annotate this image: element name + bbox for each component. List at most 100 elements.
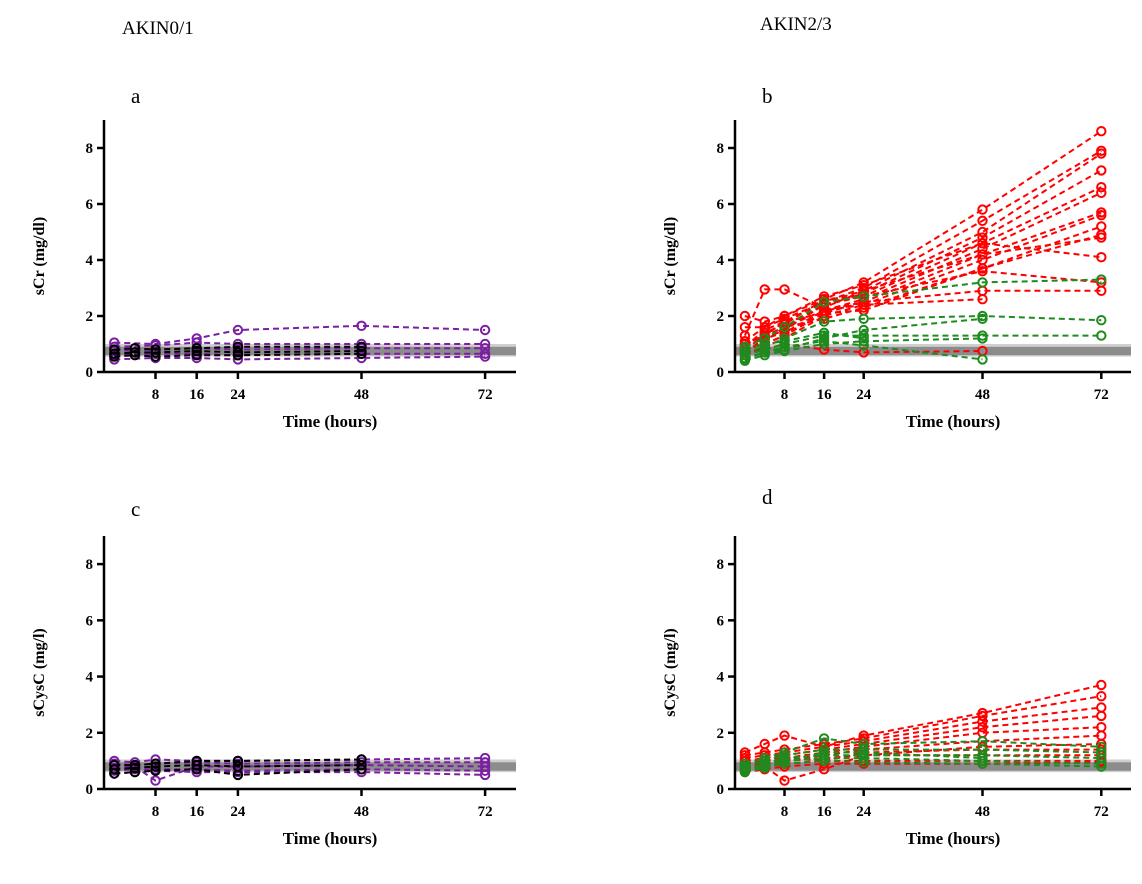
x-tick-label: 48 [975,387,990,403]
data-point [1096,210,1107,221]
y-tick-label: 2 [86,309,94,325]
data-point [977,249,988,260]
series-line-1 [114,324,486,346]
data-point [739,310,751,322]
panel-label-b: b [762,84,773,108]
series-line-17 [744,751,983,769]
data-point [977,266,988,277]
data-point [479,351,491,362]
data-point [356,320,367,331]
y-tick-label: 0 [86,782,94,798]
y-tick-label: 8 [86,141,94,157]
y-tick-label: 4 [86,670,94,686]
x-tick-label: 8 [781,387,789,403]
data-point [858,347,869,358]
data-point [1096,252,1107,263]
x-tick-label: 24 [230,387,246,403]
data-point [1096,747,1107,758]
series-line-7 [114,764,362,771]
series-line-8 [744,214,1102,357]
data-point [356,348,367,359]
series-line-18 [744,314,1102,354]
x-tick-label: 16 [817,387,833,403]
data-point [232,324,244,336]
y-tick-label: 6 [86,197,94,213]
data-point [858,752,869,764]
x-tick-label: 48 [354,804,369,820]
x-tick-label: 8 [152,804,160,820]
series-line-7 [744,743,1102,782]
column-title-right: AKIN2/3 [760,14,832,35]
data-point [779,730,790,741]
x-tick-label: 16 [817,804,833,820]
data-point [129,766,141,778]
y-tick-label: 8 [717,141,725,157]
data-point [858,340,869,351]
data-point [1096,232,1107,243]
data-point [191,350,202,361]
data-point [977,758,988,769]
x-tick-label: 48 [975,804,990,820]
series-line-5 [744,186,1102,348]
data-point [818,733,830,744]
data-point [977,226,988,238]
panel-label-c: c [131,497,141,521]
reference-band-inner [735,346,1131,356]
y-tick-label: 2 [717,309,725,325]
data-point [479,769,491,781]
y-tick-label: 2 [86,726,94,742]
data-point [232,350,244,361]
data-point [779,316,790,327]
data-point [779,284,790,295]
series-line-5 [114,355,486,361]
data-point [356,341,367,352]
x-tick-label: 72 [1094,804,1109,820]
x-tick-label: 48 [354,387,369,403]
data-point [232,769,244,781]
data-point [818,747,830,758]
data-point [150,351,161,362]
data-point [779,310,790,322]
data-point [1096,187,1107,199]
data-point [977,716,988,727]
data-point [1096,315,1107,326]
series-line-7 [114,349,362,355]
y-tick-label: 6 [86,613,94,629]
y-tick-label: 6 [717,613,725,629]
data-point [1096,274,1107,285]
series-line-12 [744,737,1102,765]
series-line-3 [744,706,1102,760]
data-point [1096,710,1107,722]
series-line-2 [114,341,486,348]
x-axis-title: Time (hours) [283,412,378,431]
data-point [977,710,988,722]
data-point [779,341,790,352]
data-point [977,243,988,255]
panel-label-d: d [762,485,773,509]
data-point [739,354,751,365]
data-point [779,755,790,767]
series-line-1 [744,130,1102,323]
series-line-8 [114,768,362,776]
data-point [977,204,988,215]
data-point [858,291,869,302]
data-point [1096,148,1107,159]
series-line-6 [114,345,362,351]
series-line-22 [744,340,983,361]
data-point [232,755,244,767]
series-line-15 [744,757,1102,772]
series-line-16 [744,759,1102,774]
data-point [977,313,988,324]
data-point [977,215,988,227]
data-point [479,324,491,336]
panel-label-a: a [131,84,141,108]
data-point [1096,330,1107,341]
data-point [109,768,120,779]
data-point [759,338,770,350]
series-line-19 [744,334,1102,357]
data-point [1096,691,1107,702]
